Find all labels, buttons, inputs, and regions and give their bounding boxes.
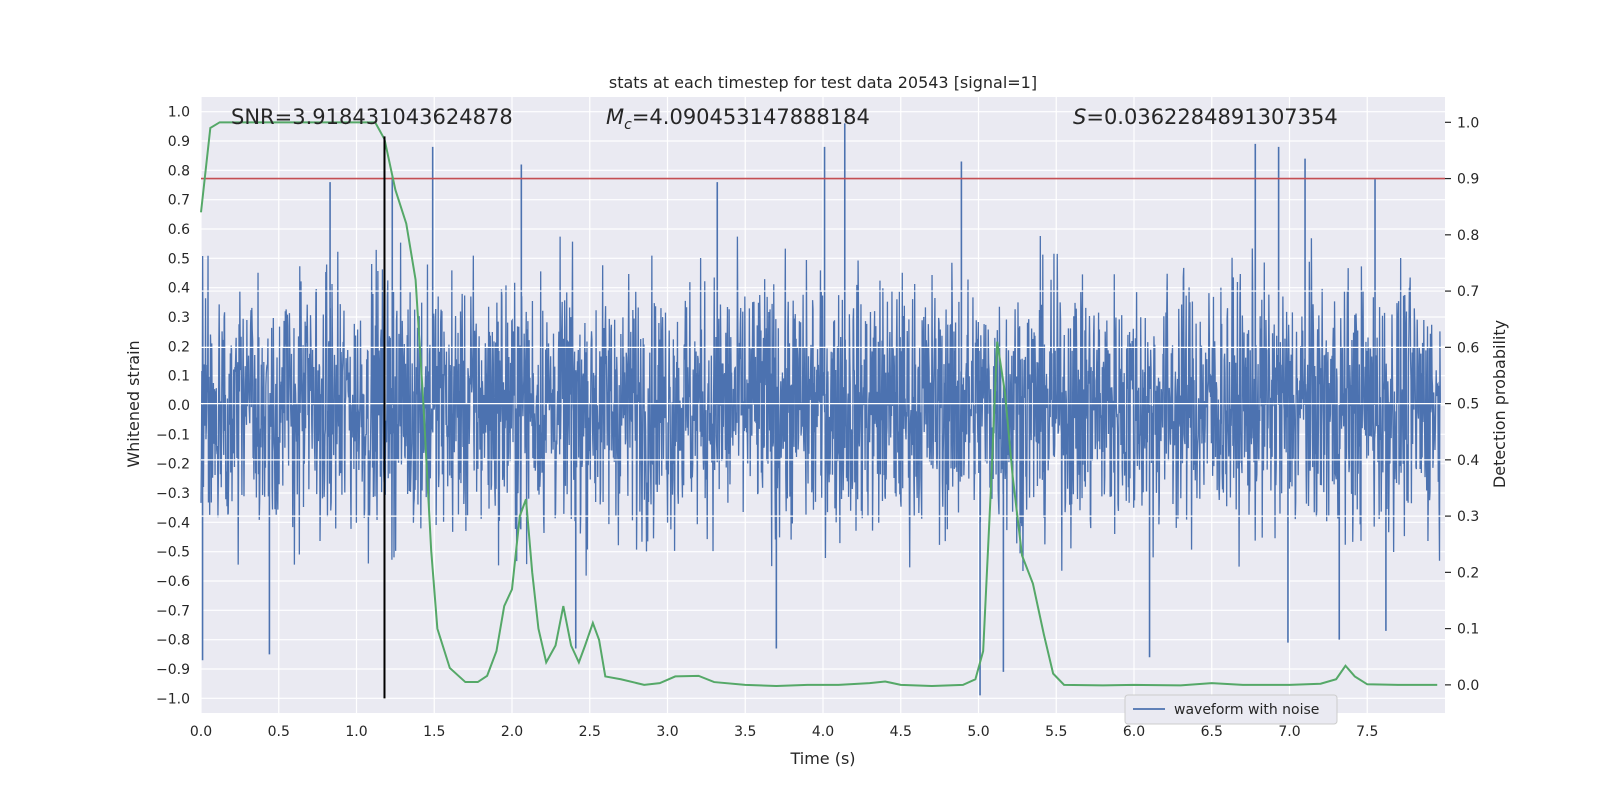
y-right-tick-label-6: 0.4	[1457, 453, 1479, 469]
x-tick-label-7: 3.5	[734, 724, 756, 740]
x-tick-label-0: 0.0	[190, 724, 212, 740]
y-right-tick-label-3: 0.7	[1457, 284, 1479, 300]
y-left-tick-label-19: −0.9	[156, 662, 190, 678]
detection-probability-line	[200, 121, 1438, 688]
y-right-tick-label-8: 0.2	[1457, 565, 1479, 581]
x-tick-label-5: 2.5	[579, 724, 601, 740]
right-axis-grid-lines	[201, 290, 1445, 517]
y-left-tick-label-6: 0.4	[168, 281, 190, 297]
x-tick-label-4: 2.0	[501, 724, 523, 740]
legend-label: waveform with noise	[1174, 702, 1319, 718]
y-left-tick-label-13: −0.3	[156, 486, 190, 502]
y-left-tick-label-9: 0.1	[168, 369, 190, 385]
y-left-tick-label-17: −0.7	[156, 603, 190, 619]
y-left-tick-label-8: 0.2	[168, 339, 190, 355]
y-left-tick-label-4: 0.6	[168, 222, 190, 238]
x-tick-label-3: 1.5	[423, 724, 445, 740]
y-left-tick-label-1: 0.9	[168, 134, 190, 150]
snr-annotation: SNR=3.918431043624878	[231, 105, 513, 129]
y-right-tick-label-5: 0.5	[1457, 397, 1479, 413]
y-left-axis-label: Whitened strain	[124, 340, 143, 467]
y-right-axis-label: Detection probability	[1490, 320, 1509, 488]
x-tick-labels: 0.0 0.5 1.0 1.5 2.0 2.5 3.0 3.5 4.0 4.5 5.0 5.5 6.0 6…	[190, 724, 1379, 740]
y-left-tick-label-0: 1.0	[168, 105, 190, 121]
y-left-tick-label-20: −1.0	[156, 691, 190, 707]
y-left-tick-label-15: −0.5	[156, 545, 190, 561]
y-left-tick-label-2: 0.8	[168, 163, 190, 179]
s-annotation: S=0.0362284891307354	[1073, 105, 1338, 129]
y-left-tick-label-5: 0.5	[168, 251, 190, 267]
x-tick-label-11: 5.5	[1045, 724, 1067, 740]
chirp-mass-annotation: Mc=4.090453147888184	[606, 105, 870, 133]
y-left-tick-label-18: −0.8	[156, 633, 190, 649]
x-tick-label-8: 4.0	[812, 724, 834, 740]
y-right-tick-label-9: 0.1	[1457, 622, 1479, 638]
y-left-tick-label-7: 0.3	[168, 310, 190, 326]
y-right-tick-label-2: 0.8	[1457, 228, 1479, 244]
x-axis-label: Time (s)	[789, 749, 855, 768]
y-right-tick-label-1: 0.9	[1457, 172, 1479, 188]
x-tick-label-14: 7.0	[1278, 724, 1300, 740]
x-tick-label-2: 1.0	[345, 724, 367, 740]
y-left-tick-label-12: −0.2	[156, 457, 190, 473]
y-right-tick-label-4: 0.6	[1457, 340, 1479, 356]
chart-title: stats at each timestep for test data 205…	[609, 73, 1037, 92]
x-tick-label-9: 4.5	[890, 724, 912, 740]
waveform-trace	[200, 235, 1441, 576]
legend-box	[1124, 694, 1338, 725]
legend: waveform with noise	[1124, 694, 1338, 725]
y-left-tick-label-3: 0.7	[168, 193, 190, 209]
x-tick-label-1: 0.5	[268, 724, 290, 740]
y-right-tick-label-0: 1.0	[1457, 115, 1479, 131]
y-left-tick-label-11: −0.1	[156, 427, 190, 443]
x-tick-label-12: 6.0	[1123, 724, 1145, 740]
y-left-tick-label-10: 0.0	[168, 398, 190, 414]
y-left-tick-labels: 1.0 0.9 0.8 0.7 0.6 0.5 0.4 0.3 0.2 0.1 0.0 −0.1 −0.…	[156, 105, 190, 708]
y-left-tick-label-14: −0.4	[156, 515, 190, 531]
y-right-tick-label-10: 0.0	[1457, 678, 1479, 694]
y-right-tick-label-7: 0.3	[1457, 509, 1479, 525]
x-tick-label-6: 3.0	[656, 724, 678, 740]
y-right-tick-labels: 1.0 0.9 0.8 0.7 0.6 0.5 0.4 0.3 0.2 0.1 0.0	[1445, 115, 1479, 694]
x-tick-label-15: 7.5	[1356, 724, 1378, 740]
x-tick-label-10: 5.0	[967, 724, 989, 740]
y-left-tick-label-16: −0.6	[156, 574, 190, 590]
x-tick-label-13: 6.5	[1201, 724, 1223, 740]
